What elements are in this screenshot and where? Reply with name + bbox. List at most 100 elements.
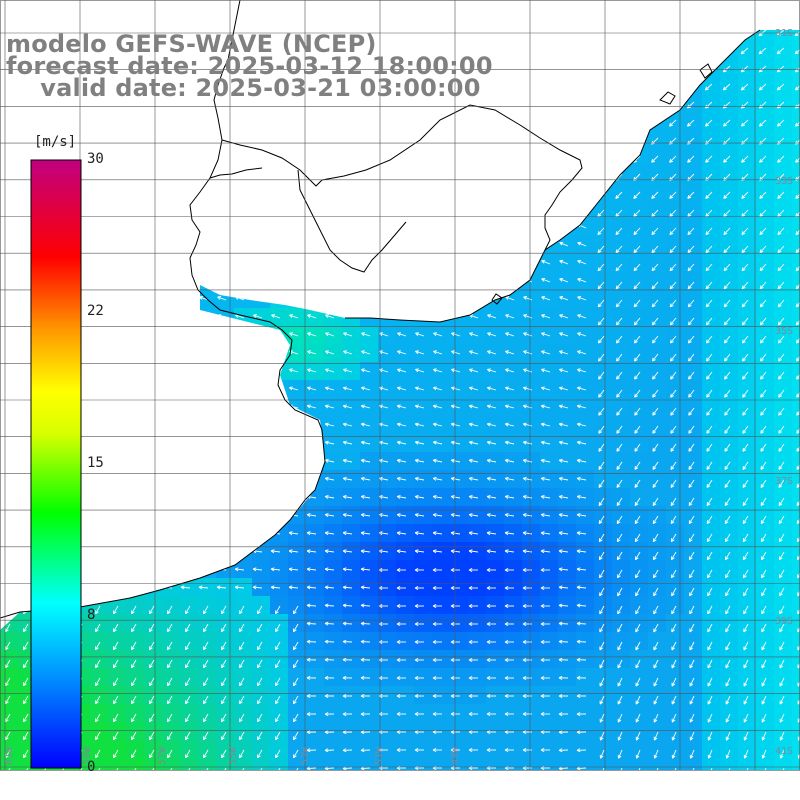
wind-arrow bbox=[558, 567, 569, 572]
wind-arrow bbox=[559, 332, 569, 337]
wind-arrow bbox=[468, 404, 479, 409]
wind-arrow bbox=[180, 585, 191, 590]
wind-arrow bbox=[724, 497, 731, 506]
field-cell bbox=[342, 722, 361, 741]
wind-arrow bbox=[760, 461, 767, 470]
wind-arrow bbox=[469, 332, 479, 337]
field-cell bbox=[378, 632, 397, 651]
field-cell bbox=[774, 308, 793, 327]
field-cell bbox=[540, 470, 559, 489]
field-cell bbox=[684, 704, 703, 723]
wind-arrow bbox=[616, 407, 623, 416]
field-cell bbox=[396, 416, 415, 435]
field-cell bbox=[360, 506, 379, 525]
wind-arrow bbox=[540, 404, 551, 409]
field-cell bbox=[468, 740, 487, 759]
wind-arrow bbox=[522, 586, 532, 590]
field-cell bbox=[486, 416, 505, 435]
wind-arrow bbox=[361, 386, 371, 391]
field-cell bbox=[792, 128, 800, 147]
wind-arrow bbox=[616, 443, 623, 452]
field-cell bbox=[648, 560, 667, 579]
field-cell bbox=[522, 722, 541, 741]
field-cell bbox=[504, 596, 523, 615]
wind-arrow bbox=[577, 259, 587, 265]
wind-arrow bbox=[361, 350, 371, 355]
field-cell bbox=[666, 668, 685, 687]
field-cell bbox=[396, 452, 415, 471]
wind-arrow bbox=[779, 569, 785, 579]
wind-arrow bbox=[469, 350, 479, 355]
field-cell bbox=[774, 524, 793, 543]
wind-arrow bbox=[635, 587, 641, 597]
wind-arrow bbox=[723, 281, 731, 290]
wind-arrow bbox=[522, 568, 532, 572]
field-cell bbox=[684, 146, 703, 165]
wind-arrow bbox=[487, 386, 497, 391]
field-cell bbox=[720, 650, 739, 669]
field-cell bbox=[702, 110, 721, 129]
field-cell bbox=[666, 146, 685, 165]
field-cell bbox=[432, 470, 451, 489]
field-cell bbox=[414, 578, 433, 597]
wind-arrow bbox=[576, 585, 587, 590]
wind-arrow bbox=[759, 299, 767, 308]
field-cell bbox=[792, 686, 800, 705]
field-cell bbox=[558, 416, 577, 435]
wind-arrow bbox=[706, 353, 713, 362]
wind-arrow bbox=[743, 587, 749, 597]
field-cell bbox=[270, 560, 289, 579]
field-cell bbox=[756, 254, 775, 273]
field-cell bbox=[648, 614, 667, 633]
field-cell bbox=[432, 434, 451, 453]
field-cell bbox=[774, 506, 793, 525]
wind-arrow bbox=[671, 569, 677, 579]
field-cell bbox=[108, 704, 127, 723]
wind-arrow bbox=[559, 296, 569, 301]
wind-arrow bbox=[360, 531, 371, 536]
wind-arrow bbox=[651, 317, 659, 326]
wind-arrow bbox=[670, 515, 677, 525]
field-cell bbox=[774, 542, 793, 561]
field-cell bbox=[630, 290, 649, 309]
field-cell bbox=[756, 56, 775, 75]
wind-arrow bbox=[795, 191, 800, 199]
wind-arrow bbox=[559, 241, 569, 247]
wind-arrow bbox=[740, 65, 749, 73]
field-cell bbox=[522, 596, 541, 615]
wind-arrow bbox=[760, 479, 767, 488]
wind-arrow bbox=[633, 281, 641, 290]
wind-arrow bbox=[576, 513, 587, 517]
field-cell bbox=[126, 722, 145, 741]
wind-arrow bbox=[397, 386, 407, 391]
field-cell bbox=[522, 344, 541, 363]
wind-arrow bbox=[598, 461, 605, 470]
wind-arrow bbox=[541, 259, 551, 265]
field-cell bbox=[378, 578, 397, 597]
field-cell bbox=[612, 722, 631, 741]
field-cell bbox=[792, 110, 800, 129]
wind-arrow bbox=[759, 227, 767, 236]
field-cell bbox=[648, 362, 667, 381]
wind-arrow bbox=[504, 586, 514, 590]
field-cell bbox=[144, 614, 163, 633]
field-cell bbox=[630, 686, 649, 705]
field-cell bbox=[414, 434, 433, 453]
field-cell bbox=[792, 758, 800, 770]
wind-arrow bbox=[577, 368, 587, 373]
field-cell bbox=[684, 254, 703, 273]
field-cell bbox=[450, 398, 469, 417]
wind-arrow bbox=[541, 386, 551, 391]
field-cell bbox=[342, 380, 361, 399]
wind-arrow bbox=[558, 549, 569, 554]
field-cell bbox=[90, 722, 109, 741]
wind-arrow bbox=[505, 350, 515, 355]
field-cell bbox=[396, 326, 415, 345]
field-cell bbox=[432, 560, 451, 579]
wind-arrow bbox=[653, 569, 659, 579]
field-cell bbox=[522, 686, 541, 705]
field-cell bbox=[252, 632, 271, 651]
wind-arrow bbox=[342, 458, 353, 463]
field-cell bbox=[594, 362, 613, 381]
wind-arrow bbox=[778, 551, 785, 561]
